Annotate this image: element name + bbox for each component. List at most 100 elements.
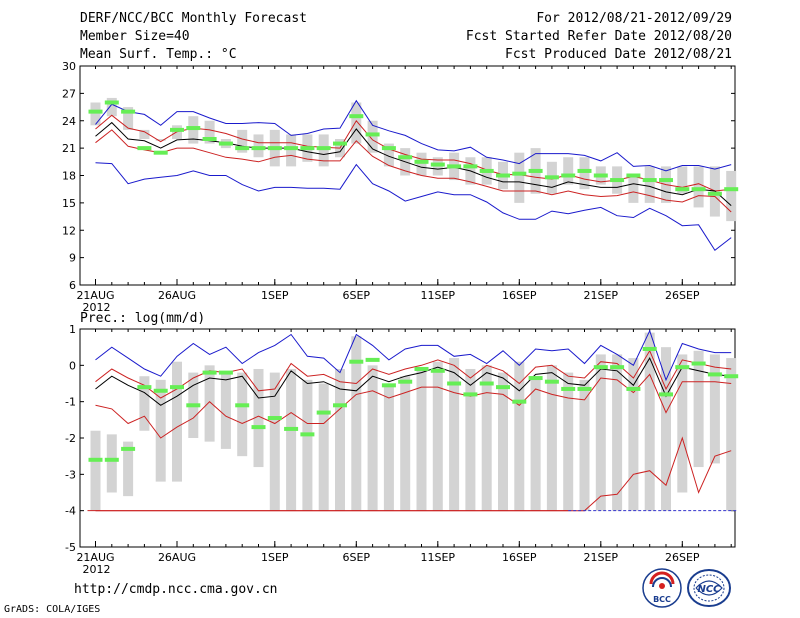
box xyxy=(302,379,313,511)
bcc-logo-text: BCC xyxy=(653,595,671,604)
box xyxy=(677,354,688,493)
mean-line xyxy=(95,121,732,206)
box xyxy=(709,354,720,464)
median-marker xyxy=(479,168,494,173)
box xyxy=(123,441,134,497)
box xyxy=(367,120,378,153)
median-marker xyxy=(218,370,233,375)
median-marker xyxy=(104,457,119,462)
median-marker xyxy=(528,168,543,173)
x-tick-label: 26AUG xyxy=(158,289,196,302)
box xyxy=(481,365,492,511)
median-marker xyxy=(333,141,347,146)
x-tick-label: 21SEP xyxy=(584,551,619,564)
box xyxy=(367,365,378,511)
box xyxy=(204,365,215,442)
median-marker xyxy=(137,385,152,390)
median-marker xyxy=(724,187,739,192)
box xyxy=(693,350,704,468)
median-marker xyxy=(610,365,625,370)
box xyxy=(253,368,264,468)
x-tick-label: 6SEP xyxy=(343,289,371,302)
median-marker xyxy=(463,392,478,397)
inner-lower-line xyxy=(95,129,732,213)
box xyxy=(172,361,182,482)
x-tick-label: 21SEP xyxy=(584,289,619,302)
x-tick-label: 11SEP xyxy=(421,289,456,302)
y-tick-label: 18 xyxy=(62,170,76,183)
median-marker xyxy=(186,126,201,131)
median-marker xyxy=(675,187,690,192)
median-marker xyxy=(235,146,250,151)
x-tick-label: 6SEP xyxy=(343,551,371,564)
median-marker xyxy=(659,178,673,183)
y-tick-label: 6 xyxy=(69,279,76,292)
box xyxy=(139,376,150,431)
member-size-label: Member Size=40 xyxy=(80,29,190,44)
box xyxy=(269,372,280,511)
median-marker xyxy=(170,127,184,132)
median-marker xyxy=(284,426,299,431)
box xyxy=(237,372,248,457)
box xyxy=(286,134,297,167)
box xyxy=(563,157,574,185)
footer-url[interactable]: http://cmdp.ncc.cma.gov.cn xyxy=(74,582,278,597)
median-marker xyxy=(593,173,608,178)
median-marker xyxy=(544,379,559,384)
box xyxy=(498,372,508,511)
box xyxy=(383,383,394,511)
box xyxy=(106,97,117,117)
x-tick-label: 26SEP xyxy=(665,551,700,564)
median-marker xyxy=(186,403,201,408)
box xyxy=(579,379,590,511)
median-marker xyxy=(626,386,641,391)
x-tick-label: 1SEP xyxy=(261,551,289,564)
median-marker xyxy=(593,365,608,370)
outer-upper-line xyxy=(95,99,732,172)
y-tick-label: 24 xyxy=(62,115,76,128)
median-marker xyxy=(381,383,396,388)
chart-title: DERF/NCC/BCC Monthly Forecast xyxy=(80,11,307,26)
box xyxy=(155,379,166,482)
y-tick-label: 12 xyxy=(62,224,76,237)
median-marker xyxy=(316,146,331,151)
x-year-label: 2012 xyxy=(83,563,111,576)
box xyxy=(204,120,215,144)
box xyxy=(90,102,101,126)
median-marker xyxy=(381,146,396,151)
y-tick-label: 27 xyxy=(62,87,76,100)
median-marker xyxy=(691,361,706,366)
median-marker xyxy=(251,146,266,151)
median-marker xyxy=(104,100,119,105)
median-marker xyxy=(267,416,282,421)
box xyxy=(563,372,574,511)
median-marker xyxy=(642,178,657,183)
x-tick-label: 26AUG xyxy=(158,551,196,564)
box xyxy=(514,361,525,511)
box xyxy=(644,332,655,511)
median-marker xyxy=(691,187,706,192)
box xyxy=(351,336,362,511)
box xyxy=(465,368,476,511)
box xyxy=(139,129,150,139)
median-marker xyxy=(561,173,576,178)
box xyxy=(595,354,606,511)
y-tick-label: -4 xyxy=(65,505,76,518)
x-tick-label: 26SEP xyxy=(665,289,700,302)
median-marker xyxy=(88,109,103,114)
median-marker xyxy=(284,146,299,151)
median-marker xyxy=(528,376,543,381)
box xyxy=(628,358,639,511)
median-marker xyxy=(414,159,429,164)
y-tick-label: 9 xyxy=(69,252,76,265)
median-marker xyxy=(675,365,690,370)
median-marker xyxy=(707,372,722,377)
start-date-label: Fcst Started Refer Date 2012/08/20 xyxy=(465,29,732,44)
median-marker xyxy=(153,388,168,393)
median-marker xyxy=(430,368,445,373)
x-tick-label: 16SEP xyxy=(502,289,537,302)
median-marker xyxy=(724,374,739,379)
median-marker xyxy=(170,385,184,390)
y-tick-label: 1 xyxy=(69,323,76,336)
median-marker xyxy=(479,381,494,386)
